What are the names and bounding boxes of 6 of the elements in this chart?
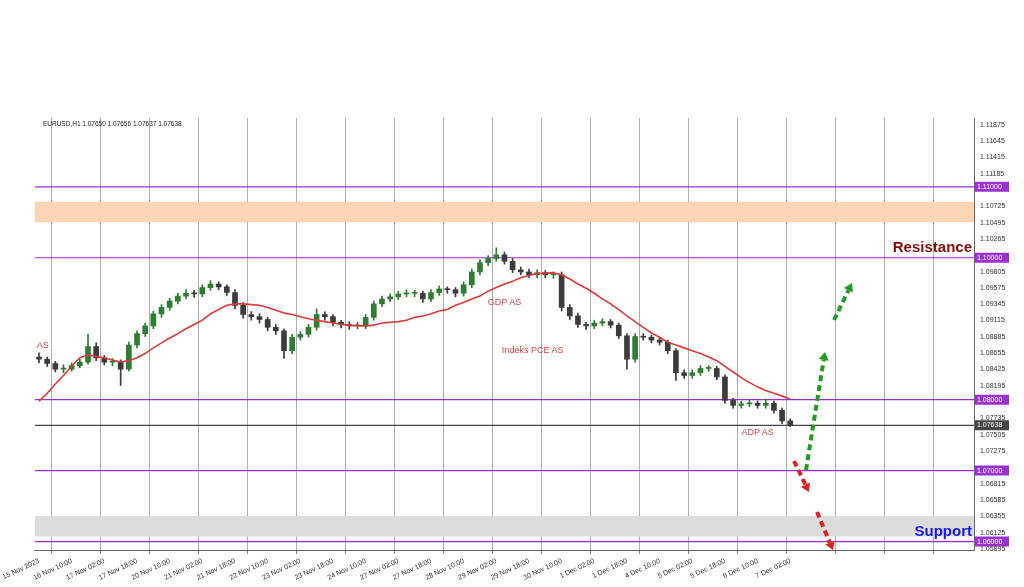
annotation: Support <box>914 522 972 540</box>
annotation: Indeks PCE AS <box>501 344 564 355</box>
annotation: GDP AS <box>487 296 522 307</box>
annotation: AS <box>36 339 49 350</box>
annotation: Resistance <box>892 238 972 256</box>
annotation: ADP AS <box>741 426 774 437</box>
